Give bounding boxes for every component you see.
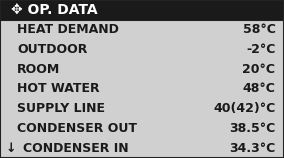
Bar: [0, 0, 284, 20]
Bar: [0, 118, 284, 138]
Text: 20°C: 20°C: [243, 63, 275, 76]
Bar: [0, 40, 284, 59]
Text: 58°C: 58°C: [243, 23, 275, 36]
Bar: [0, 59, 284, 79]
Text: SUPPLY LINE: SUPPLY LINE: [17, 102, 105, 115]
Text: OUTDOOR: OUTDOOR: [17, 43, 87, 56]
Text: 48°C: 48°C: [243, 82, 275, 95]
Text: CONDENSER OUT: CONDENSER OUT: [17, 122, 137, 135]
Bar: [0, 20, 284, 40]
Text: ROOM: ROOM: [17, 63, 60, 76]
Text: CONDENSER IN: CONDENSER IN: [23, 142, 128, 155]
Bar: [0, 79, 284, 99]
Bar: [0, 99, 284, 118]
Text: HOT WATER: HOT WATER: [17, 82, 100, 95]
Text: ↓: ↓: [6, 142, 16, 155]
Text: 40(42)°C: 40(42)°C: [213, 102, 275, 115]
Text: 38.5°C: 38.5°C: [229, 122, 275, 135]
Text: 34.3°C: 34.3°C: [229, 142, 275, 155]
Text: HEAT DEMAND: HEAT DEMAND: [17, 23, 119, 36]
Text: ✥ OP. DATA: ✥ OP. DATA: [11, 3, 98, 17]
Text: -2°C: -2°C: [246, 43, 275, 56]
Bar: [0, 138, 284, 158]
